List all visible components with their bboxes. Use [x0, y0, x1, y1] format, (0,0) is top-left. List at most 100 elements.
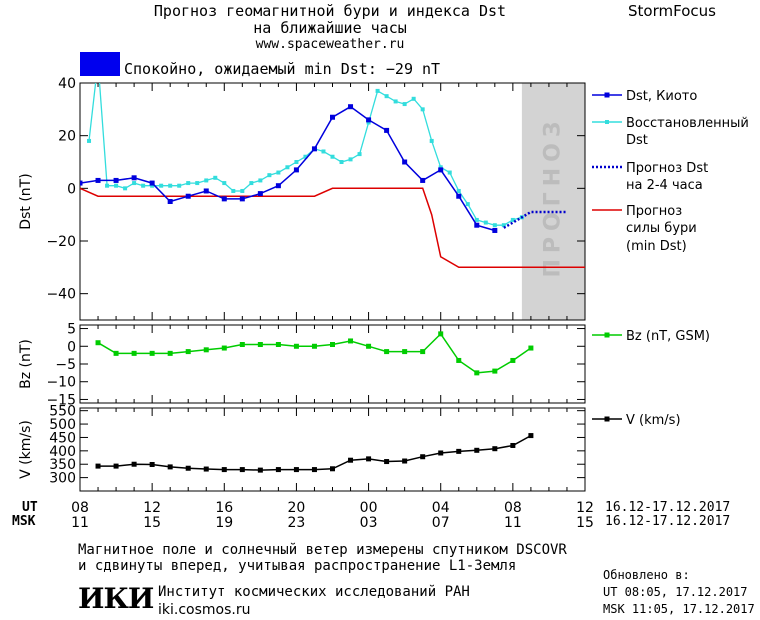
velocity-point [330, 466, 335, 472]
msk-tick-label: 11 [71, 515, 89, 531]
dst-restored-point [294, 160, 299, 164]
dst-kyoto-point [330, 114, 335, 120]
legend-dst-forecast-label-2: на 2-4 часа [626, 178, 703, 193]
dst-kyoto-point [311, 146, 317, 152]
velocity-point [203, 466, 209, 472]
dst-kyoto-point [492, 227, 498, 233]
dst-restored-point [195, 181, 200, 186]
dst-restored-point [96, 60, 100, 64]
y-tick-label: 400 [49, 444, 76, 460]
dst-kyoto-point [221, 196, 227, 202]
dst-kyoto-point [293, 167, 299, 173]
y-tick-label: 0 [67, 181, 76, 197]
dst-restored-point [150, 183, 155, 188]
dst-restored-point [177, 183, 182, 188]
legend-bz-label: Bz (nT, GSM) [626, 329, 710, 344]
legend-dst-kyoto-label: Dst, Киото [626, 89, 697, 104]
panel-frame [79, 324, 586, 404]
legend-storm-label-3: (min Dst) [626, 239, 687, 254]
ut-tick-label: 08 [504, 500, 522, 516]
y-axis-label: Dst (nT) [18, 173, 34, 229]
y-tick-label: 5 [67, 322, 76, 338]
dst-restored-point [402, 102, 407, 107]
dst-restored-point [366, 120, 371, 125]
bz-point [348, 338, 354, 344]
bz-point [149, 350, 155, 356]
ut-tick-label: 00 [360, 500, 378, 516]
iki-logo: ИКИ [78, 582, 154, 615]
dst-restored-point [501, 223, 506, 228]
msk-tick-label: 23 [288, 515, 306, 531]
legend-storm-label: Прогноз [626, 204, 682, 219]
legend-bz-marker [604, 332, 610, 338]
velocity-point [221, 467, 227, 473]
dst-restored-point [438, 165, 443, 170]
dst-kyoto-point [131, 175, 137, 181]
msk-tick-label: 11 [504, 515, 522, 531]
dst-kyoto-point [420, 177, 426, 183]
dst-restored-point [213, 175, 218, 180]
velocity-group [95, 433, 534, 473]
ut-tick-label: 12 [576, 500, 594, 516]
dst-restored-point [168, 183, 173, 188]
legend-dst-restored-label-2: Dst [626, 133, 648, 148]
dst-restored-point [276, 170, 281, 175]
y-tick-label: 40 [58, 76, 76, 92]
bz-point [113, 350, 119, 356]
dst-restored-point [222, 181, 227, 186]
velocity-point [275, 467, 281, 473]
msk-tick-label: 15 [576, 515, 594, 531]
updated-msk: MSK 11:05, 17.12.2017 [603, 602, 755, 616]
legend-dst-forecast-label: Прогноз Dst [626, 161, 708, 176]
y-tick-label: 500 [49, 417, 76, 433]
dst-restored-point [159, 183, 164, 188]
dst-kyoto-point [149, 180, 155, 186]
bz-point [492, 368, 498, 374]
bz-point [239, 342, 245, 347]
dst-kyoto-point [185, 193, 191, 199]
dst-forecast-line [503, 210, 567, 229]
y-tick-label: −15 [46, 392, 76, 408]
bz-point [311, 343, 317, 349]
dst-restored-point [132, 181, 137, 186]
ut-tick-label: 08 [71, 500, 89, 516]
brand-label: StormFocus [628, 2, 716, 20]
dst-restored-point [510, 217, 515, 222]
bz-point [366, 343, 372, 349]
dst-kyoto-point [203, 188, 209, 194]
legend-velocity-label: V (km/s) [626, 413, 681, 428]
legend-dst-kyoto-marker [604, 92, 610, 98]
velocity-point [149, 461, 155, 467]
updated-ut: UT 08:05, 17.12.2017 [603, 585, 748, 599]
y-tick-label: −10 [46, 375, 76, 391]
velocity-point [456, 448, 462, 454]
site-url[interactable]: www.spaceweather.ru [255, 37, 405, 52]
dst-kyoto-point [239, 196, 245, 202]
dst-kyoto-point [348, 104, 354, 110]
legend-dst-restored-marker [605, 120, 609, 124]
y-tick-label: −5 [55, 357, 76, 373]
chart-title: Прогноз геомагнитной бури и индекса Dst [153, 2, 507, 20]
y-tick-label: −40 [46, 287, 76, 303]
updated-label: Обновлено в: [603, 568, 690, 582]
ut-tick-label: 12 [143, 500, 161, 516]
dst-restored-point [384, 94, 389, 99]
velocity-point [95, 463, 101, 469]
dst-kyoto-point [384, 127, 390, 133]
dst-restored-line [88, 83, 523, 226]
bz-point [203, 347, 209, 353]
msk-tick-label: 03 [360, 515, 378, 531]
velocity-point [510, 442, 516, 448]
dst-restored-point [375, 88, 380, 93]
dst-kyoto-point [474, 222, 480, 228]
velocity-point [492, 446, 498, 452]
dst-restored-point [483, 220, 488, 225]
dst-restored-point [411, 96, 416, 101]
velocity-point [293, 467, 299, 473]
bz-point [131, 350, 137, 356]
dst-restored-point [204, 178, 209, 183]
bz-group [95, 331, 534, 376]
dst-kyoto-point [366, 117, 372, 123]
institute-url[interactable]: iki.cosmos.ru [158, 602, 251, 618]
